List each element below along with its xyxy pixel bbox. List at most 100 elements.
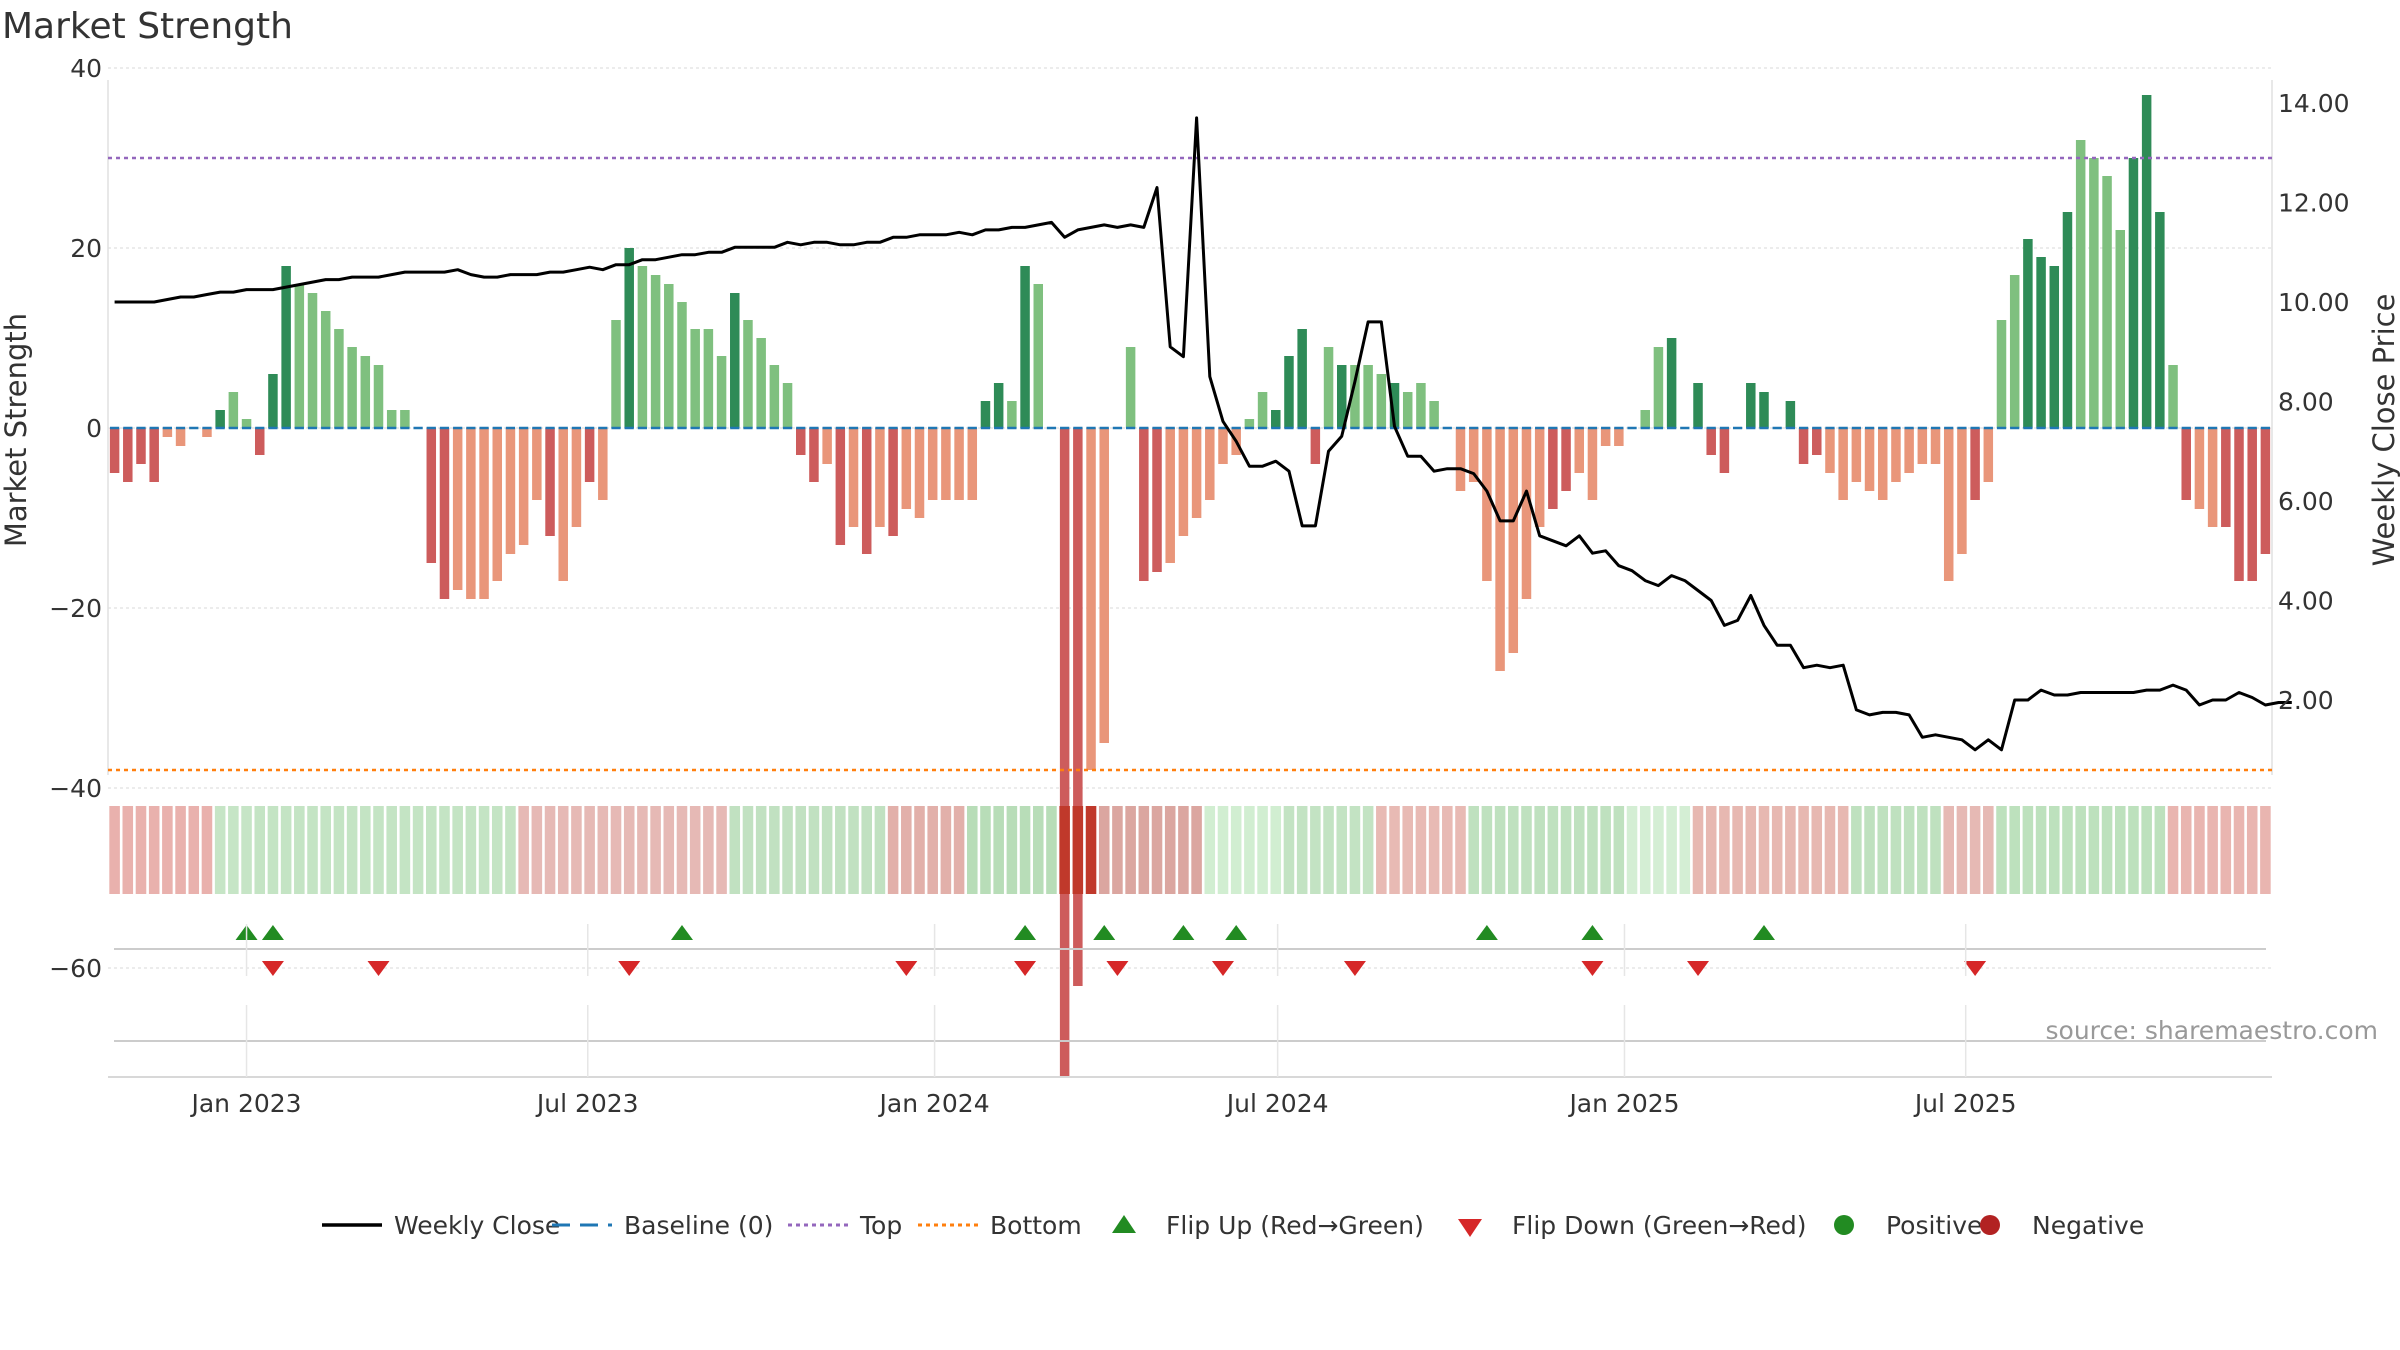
band-cell xyxy=(1653,806,1664,894)
band-cell xyxy=(386,806,397,894)
band-cell xyxy=(1283,806,1295,894)
strength-bar xyxy=(1402,392,1413,428)
strength-bar xyxy=(228,392,239,428)
strength-bar xyxy=(505,428,516,554)
strength-bar xyxy=(1389,383,1400,428)
band-cell xyxy=(1692,806,1704,894)
band-cell xyxy=(320,806,331,894)
strength-bar xyxy=(1746,383,1756,428)
strength-bar xyxy=(2168,365,2178,428)
strength-bar xyxy=(1666,338,1677,428)
strength-bar xyxy=(2115,230,2126,428)
strength-bar xyxy=(1917,428,1928,464)
strength-bar xyxy=(1152,428,1162,572)
flip-down-marker xyxy=(895,961,918,976)
band-cell xyxy=(1560,806,1572,894)
band-cell xyxy=(228,806,239,894)
band-cell xyxy=(1296,806,1308,894)
legend-item: Weekly Close xyxy=(322,1211,560,1240)
strength-bar xyxy=(848,428,859,527)
band-cell xyxy=(2075,806,2086,894)
band-cell xyxy=(584,806,595,894)
band-cell xyxy=(1257,806,1268,894)
y-axis-ticks: 6040200−20−40−60 xyxy=(49,54,102,983)
band-cell xyxy=(1019,806,1031,894)
strength-bar xyxy=(466,428,476,599)
band-cell xyxy=(426,806,437,894)
strength-bar xyxy=(426,428,437,563)
strength-bar xyxy=(294,284,305,428)
band-cell xyxy=(2220,806,2232,894)
strength-bar xyxy=(1983,428,1994,482)
band-cell xyxy=(214,806,226,894)
band-cell xyxy=(1917,806,1928,894)
band-cell xyxy=(1415,806,1427,894)
strength-bar xyxy=(888,428,898,536)
y-tick-label: 0 xyxy=(86,414,102,443)
band-cell xyxy=(1573,806,1585,894)
strength-bar xyxy=(954,428,964,500)
band-cell xyxy=(2141,806,2152,894)
band-cell xyxy=(1732,806,1743,894)
band-cell xyxy=(1930,806,1941,894)
strength-bar xyxy=(2128,158,2139,428)
strength-bar xyxy=(373,365,384,428)
band-cell xyxy=(175,806,186,894)
band-cell xyxy=(808,806,820,894)
band-cell xyxy=(1798,806,1809,894)
band-cell xyxy=(1600,806,1611,894)
strength-bar xyxy=(1508,428,1519,653)
legend-label: Baseline (0) xyxy=(624,1211,773,1240)
band-cell xyxy=(1864,806,1875,894)
band-cell xyxy=(465,806,477,894)
x-axis-ticks: Jan 2023 Jul 2023 Jan 2024 Jul 2024 Jan 2025… xyxy=(189,924,2017,1118)
band-cell xyxy=(623,806,635,894)
band-cell xyxy=(940,806,952,894)
band-cell xyxy=(703,806,714,894)
strength-bar xyxy=(215,410,225,428)
y2-tick-label: 2.00 xyxy=(2278,686,2334,715)
flip-up-marker xyxy=(670,925,693,940)
band-cell xyxy=(993,806,1004,894)
band-cell xyxy=(2207,806,2218,894)
band-cell xyxy=(2049,806,2060,894)
band-cell xyxy=(1244,806,1255,894)
strength-bar xyxy=(123,428,133,482)
band-cell xyxy=(2022,806,2034,894)
band-cell xyxy=(1943,806,1954,894)
strength-bar xyxy=(1350,365,1360,428)
band-cell xyxy=(1851,806,1862,894)
flip-down-marker xyxy=(1106,961,1129,976)
band-cell xyxy=(557,806,569,894)
strength-bar xyxy=(1205,428,1215,500)
flip-up-marker xyxy=(261,925,284,940)
chart-title: Market Strength xyxy=(2,6,293,47)
strength-bar xyxy=(1125,347,1136,428)
band-cell xyxy=(373,806,384,894)
band-cell xyxy=(742,806,754,894)
strength-bar xyxy=(571,428,582,527)
strength-bars xyxy=(109,95,2271,1076)
x-tick-label: Jul 2023 xyxy=(535,1089,639,1118)
y-tick-label: −20 xyxy=(49,594,102,623)
strength-bar xyxy=(1099,428,1109,743)
strength-bar xyxy=(532,428,542,500)
strength-bar xyxy=(1943,428,1954,581)
strength-bar xyxy=(2102,176,2112,428)
band-cell xyxy=(1679,806,1691,894)
legend-label: Negative xyxy=(2032,1211,2144,1240)
strength-bar xyxy=(1455,428,1466,491)
flip-down-marker xyxy=(1211,961,1234,976)
strength-bar xyxy=(690,329,700,428)
band-cell xyxy=(1996,806,2007,894)
legend-swatch xyxy=(1112,1215,1136,1233)
strength-bar xyxy=(320,311,331,428)
band-cell xyxy=(835,806,846,894)
legend-label: Positive xyxy=(1886,1211,1982,1240)
band-cell xyxy=(1204,806,1216,894)
strength-bar xyxy=(1482,428,1492,581)
strength-bar xyxy=(1139,428,1149,581)
strength-bar xyxy=(782,383,793,428)
strength-bar xyxy=(624,248,634,428)
